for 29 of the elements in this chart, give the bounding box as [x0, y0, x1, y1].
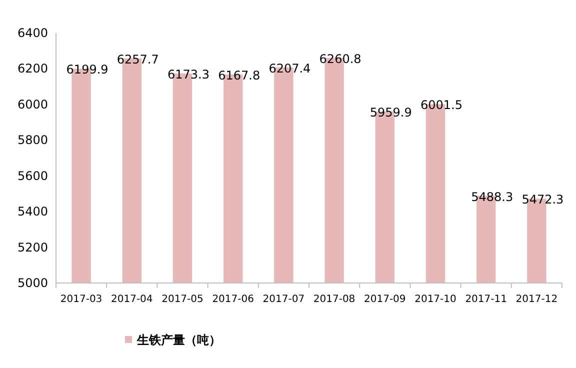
data-label: 6207.4: [268, 61, 311, 76]
x-tick-label: 2017-06: [212, 294, 254, 305]
data-label: 6257.7: [116, 52, 159, 66]
data-label: 5959.9: [370, 106, 412, 120]
y-tick-label: 6400: [17, 26, 48, 40]
data-label: 6001.5: [420, 98, 462, 112]
x-tick-label: 2017-08: [313, 294, 356, 305]
data-label: 6173.3: [168, 67, 210, 82]
data-label: 6260.8: [319, 52, 362, 66]
x-tick-label: 2017-09: [364, 294, 406, 305]
x-tick-label: 2017-07: [262, 294, 305, 305]
y-tick-label: 5600: [17, 168, 48, 183]
x-tick-label: 2017-10: [414, 294, 456, 305]
y-tick-label: 5400: [17, 204, 48, 219]
y-tick-label: 5000: [17, 276, 48, 290]
data-label: 6167.8: [218, 68, 260, 82]
y-tick-label: 5800: [17, 133, 48, 148]
legend-label: 生铁产量（吨）: [136, 333, 221, 347]
data-label: 6199.9: [66, 62, 108, 77]
x-tick-label: 2017-04: [111, 294, 153, 305]
y-tick-label: 5200: [17, 240, 48, 254]
data-label: 5472.3: [522, 192, 564, 207]
x-tick-label: 2017-11: [465, 294, 507, 305]
y-tick-label: 6000: [17, 97, 48, 112]
x-tick-label: 2017-03: [60, 294, 102, 305]
x-tick-label: 2017-12: [516, 294, 558, 305]
x-tick-label: 2017-05: [162, 294, 204, 305]
y-tick-label: 6200: [17, 62, 48, 76]
data-label: 5488.3: [471, 190, 514, 204]
